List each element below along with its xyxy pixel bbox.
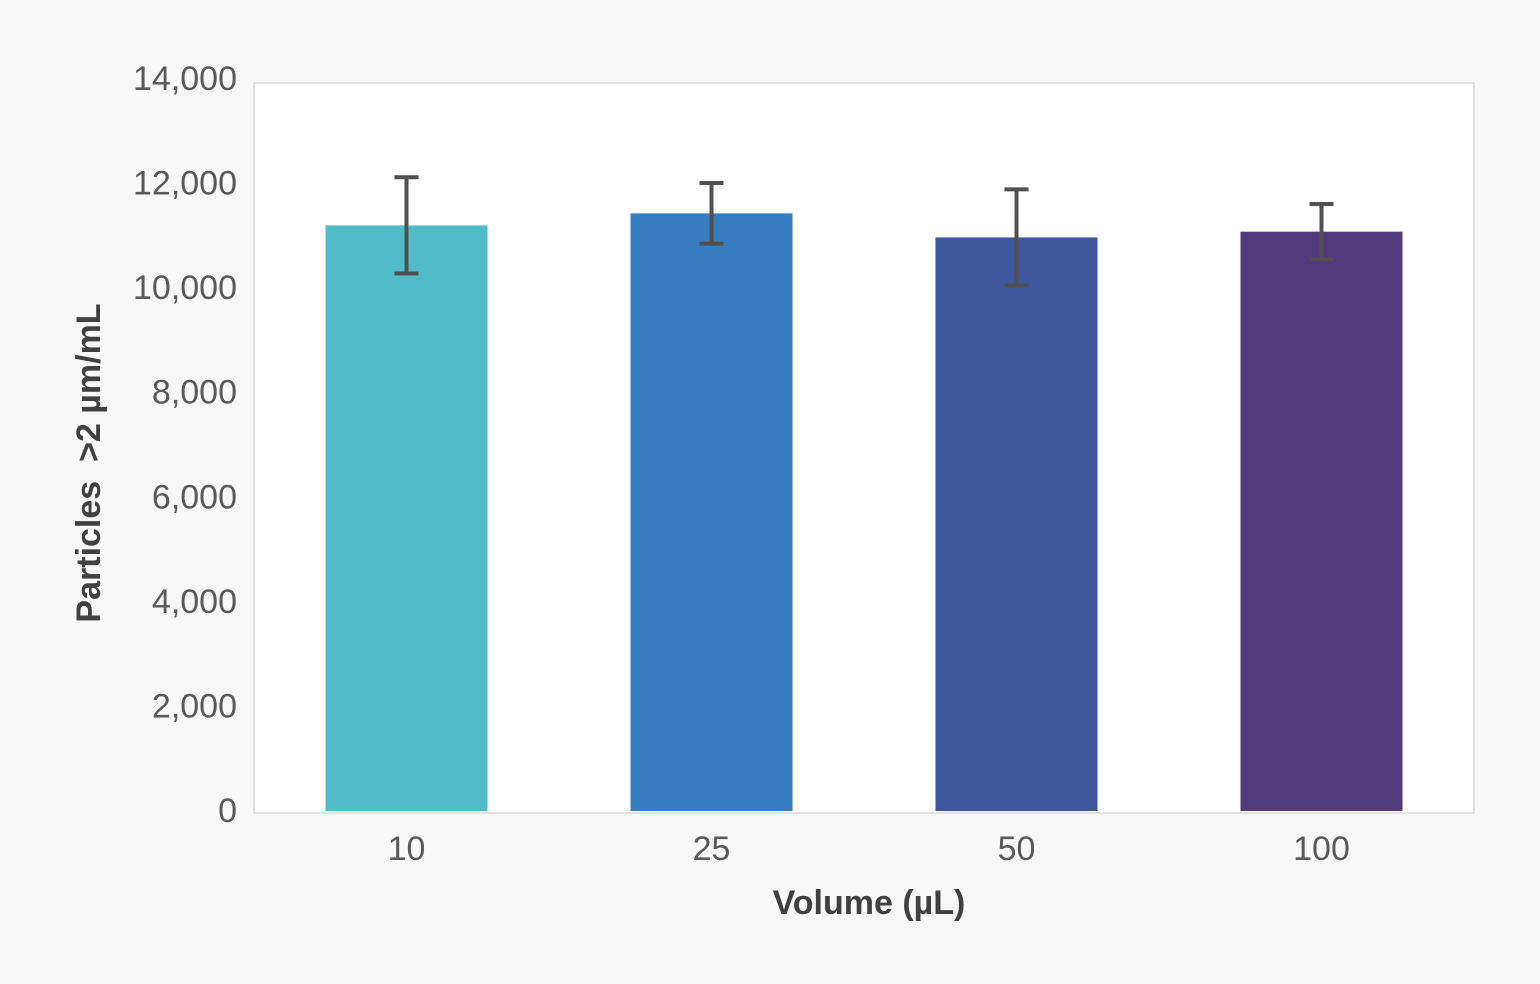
y-tick-label: 4,000	[152, 583, 237, 621]
y-tick-label: 8,000	[152, 374, 237, 412]
error-bar-50	[1004, 187, 1029, 288]
x-tick-label: 100	[1293, 830, 1350, 868]
y-tick-label: 14,000	[133, 60, 237, 98]
y-tick-label: 2,000	[152, 687, 237, 725]
bar-50	[935, 237, 1098, 811]
error-bar-10	[394, 175, 419, 276]
error-bar-100	[1309, 201, 1334, 262]
y-tick-label: 6,000	[152, 478, 237, 516]
x-tick-label: 25	[693, 830, 731, 868]
y-tick-label: 12,000	[133, 165, 237, 203]
x-tick-label: 10	[388, 830, 426, 868]
y-tick-label: 0	[218, 792, 237, 830]
bar-25	[630, 213, 793, 812]
x-tick-label: 50	[998, 830, 1036, 868]
y-axis-ticks: 0 2,000 4,000 6,000 8,000 10,000 12,000 14,000	[133, 60, 237, 830]
error-bar-25	[699, 181, 724, 246]
y-axis-title: Particles >2 µm/mL	[70, 303, 108, 622]
bar-10	[325, 225, 488, 811]
x-axis-ticks: 10 25 50 100	[388, 830, 1350, 868]
y-tick-label: 10,000	[133, 269, 237, 307]
x-axis-title: Volume (µL)	[773, 884, 966, 922]
bars	[325, 213, 1403, 812]
bar-100	[1240, 231, 1403, 811]
error-bars	[394, 175, 1334, 288]
